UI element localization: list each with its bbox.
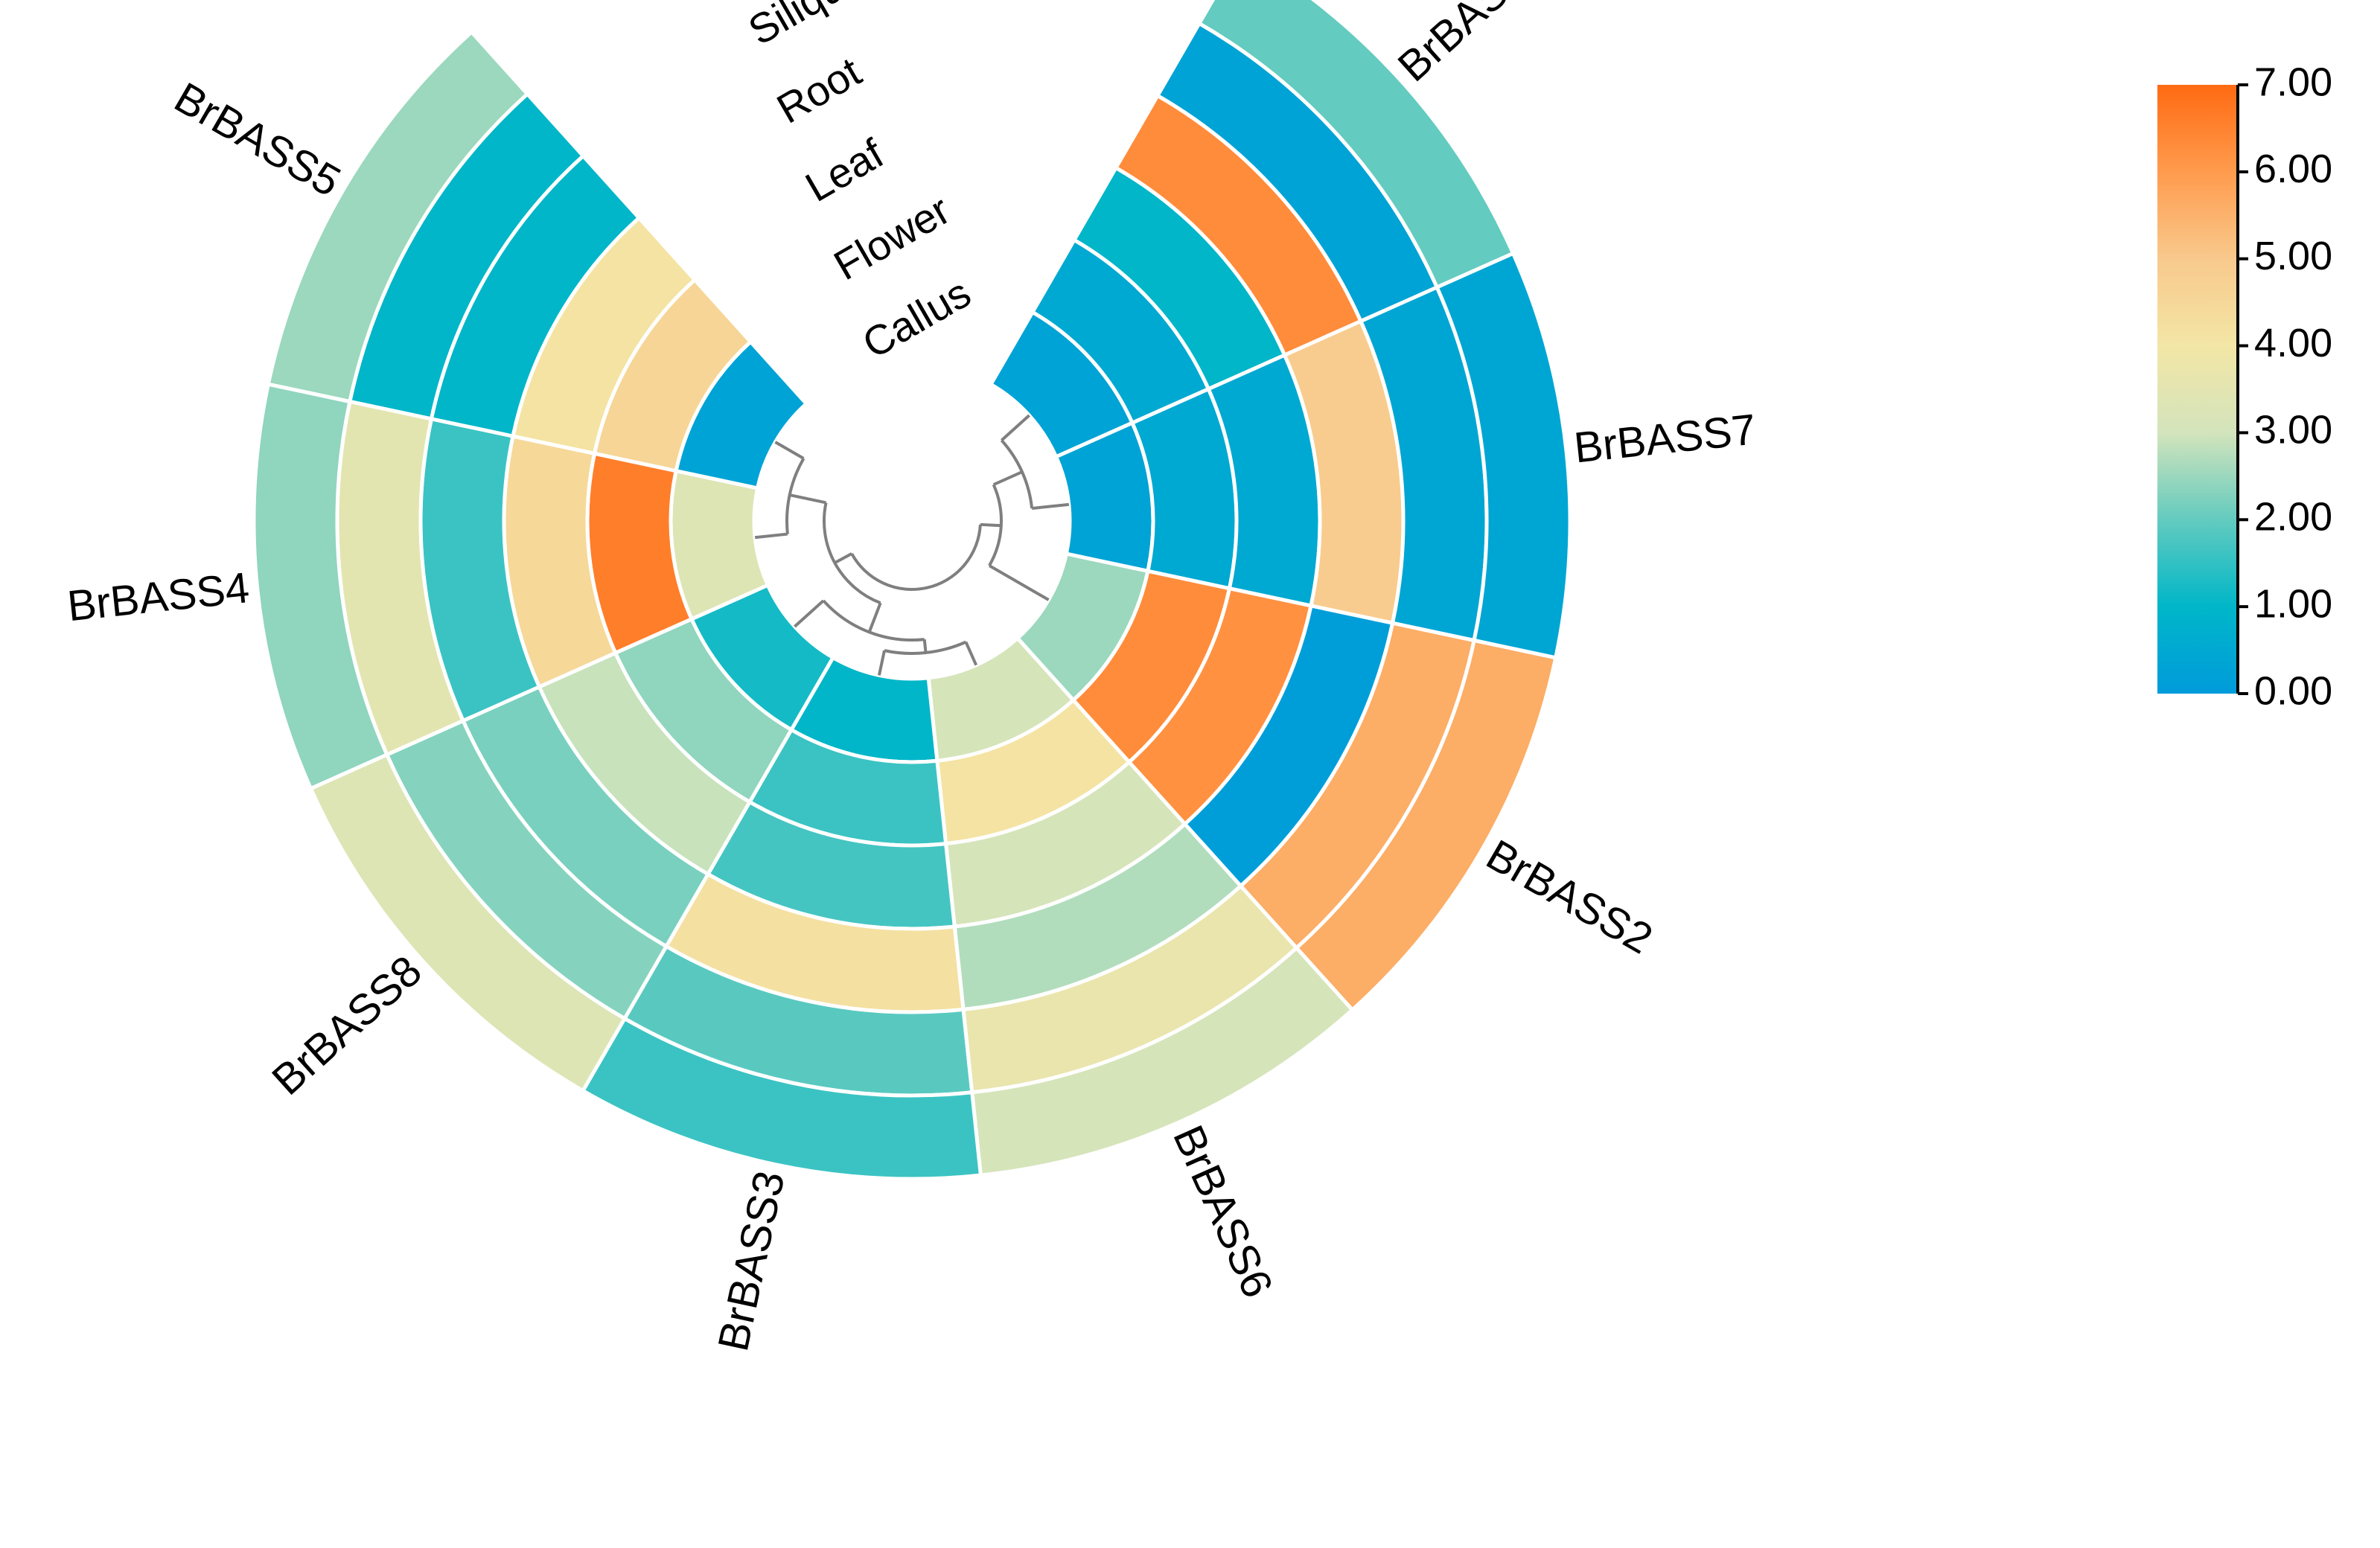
colorbar-tick-label: 6.00: [2254, 147, 2332, 191]
colorbar-tick-label: 4.00: [2254, 321, 2332, 365]
colorbar-tick-label: 0.00: [2254, 668, 2332, 713]
tissue-label-callus: Callus: [855, 269, 978, 367]
dendrogram-branch: [823, 502, 881, 605]
gene-label-brbass7: BrBASS7: [1572, 405, 1758, 472]
cell-brbass5-stem: [266, 29, 530, 404]
tissue-labels: StemSiliqueRootLeafFlowerCallus: [741, 0, 979, 368]
gene-label-brbass1: BrBASS1: [1389, 0, 1557, 91]
gene-label-brbass8: BrBASS8: [263, 947, 431, 1104]
dendrogram-branch: [867, 602, 882, 633]
tissue-label-silique: Silique: [741, 0, 872, 54]
dendrogram-branch: [850, 524, 982, 591]
gene-label-brbass5: BrBASS5: [167, 73, 349, 206]
dendrogram-branch: [964, 641, 978, 666]
colorbar: 0.00 1.00 2.00 3.00 4.00 5.00 6.00 7.00: [2157, 60, 2332, 713]
tissue-label-flower: Flower: [826, 186, 958, 290]
dendrogram-branch: [794, 599, 825, 628]
gene-label-brbass6: BrBASS6: [1164, 1119, 1282, 1305]
gene-label-brbass4: BrBASS4: [65, 563, 251, 630]
dendrogram-branch: [754, 532, 788, 540]
dendrogram: [754, 414, 1070, 676]
tissue-label-root: Root: [769, 48, 869, 132]
colorbar-tick-label: 3.00: [2254, 408, 2332, 452]
gene-label-brbass2: BrBASS2: [1478, 831, 1661, 964]
colorbar-tick-label: 1.00: [2254, 581, 2332, 626]
heatmap-cells: [252, 0, 1572, 1181]
dendrogram-branch: [992, 470, 1023, 487]
tissue-label-leaf: Leaf: [797, 129, 891, 211]
dendrogram-branch: [988, 564, 1050, 601]
colorbar-tick-label: 7.00: [2254, 60, 2332, 104]
dendrogram-branch: [789, 493, 826, 505]
dendrogram-branch: [834, 552, 853, 565]
colorbar-tick-label: 2.00: [2254, 495, 2332, 540]
dendrogram-branch: [1001, 414, 1030, 442]
colorbar-gradient: [2157, 85, 2238, 694]
dendrogram-branch: [774, 441, 805, 460]
colorbar-tick-label: 5.00: [2254, 234, 2332, 278]
gene-label-brbass3: BrBASS3: [709, 1167, 794, 1355]
dendrogram-branch: [877, 650, 886, 676]
dendrogram-branch: [1031, 502, 1070, 511]
dendrogram-branch: [922, 639, 928, 653]
